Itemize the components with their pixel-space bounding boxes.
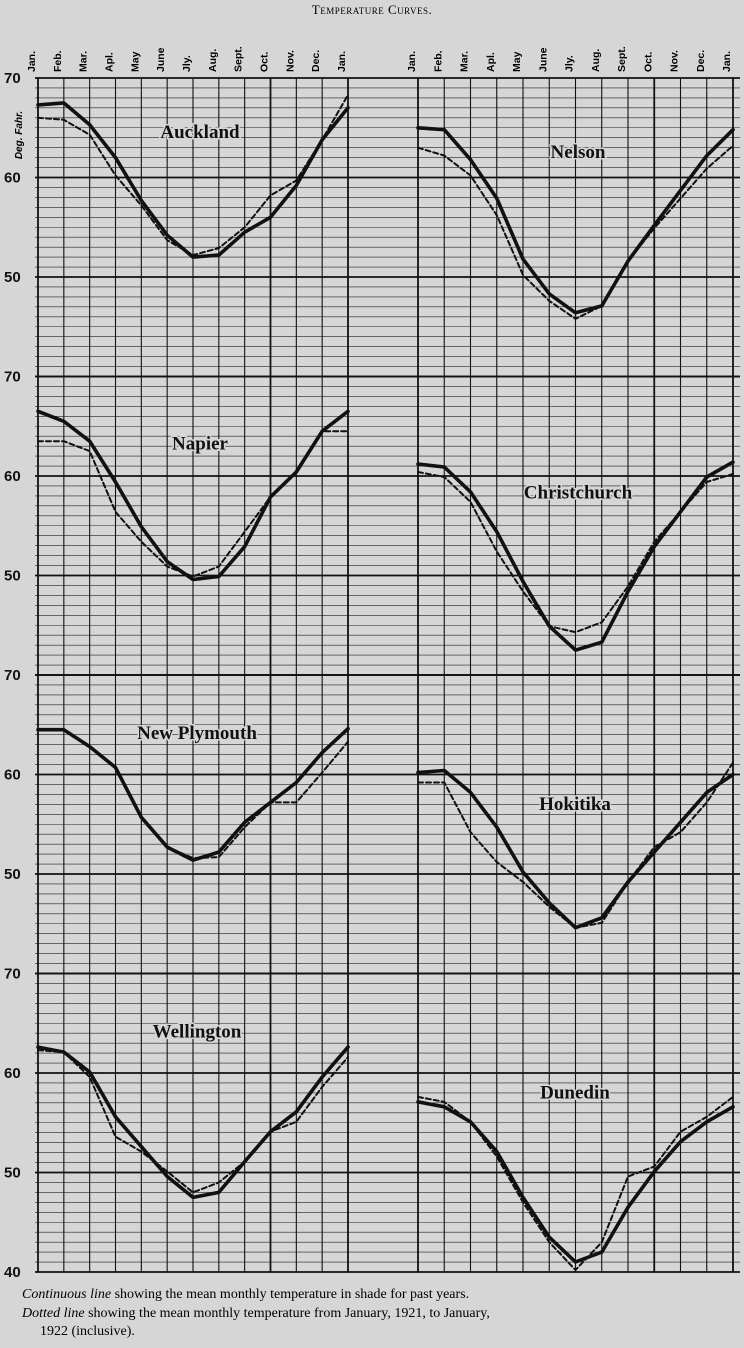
x-tick-label: Feb. (52, 50, 64, 72)
x-tick-label: Jan. (26, 51, 38, 72)
legend-description: showing the mean monthly temperature fro… (88, 1306, 490, 1321)
x-tick-label: Mar. (78, 51, 90, 72)
x-tick-label: Jly. (564, 55, 576, 72)
x-tick-label: Aug. (207, 49, 219, 72)
continuous-line (416, 126, 735, 315)
y-tick-label: 70 (4, 70, 21, 87)
legend-name: Continuous line (22, 1287, 111, 1302)
legend-name: Dotted line (21, 1306, 85, 1321)
panel-title: Wellington (153, 1022, 242, 1043)
dotted-line (37, 1049, 349, 1194)
y-tick-label: 70 (4, 369, 21, 386)
legend-entry: Dotted line showing the mean monthly tem… (21, 1306, 490, 1321)
x-tick-label: June (537, 47, 549, 72)
dotted-line (417, 144, 734, 320)
y-tick-label: 60 (4, 1065, 21, 1082)
x-tick-label: May (129, 51, 141, 72)
dotted-line (37, 93, 349, 257)
x-tick-label: Oct. (642, 51, 654, 72)
y-tick-label: 60 (4, 767, 21, 784)
y-tick-label: 50 (4, 269, 21, 286)
legend-description: 1922 (inclusive). (40, 1324, 135, 1339)
y-tick-label: 50 (4, 866, 21, 883)
chart-title: Temperature Curves. (312, 2, 432, 17)
x-tick-label: Nov. (284, 50, 296, 72)
y-tick-label: 40 (4, 1264, 21, 1281)
x-tick-label: Jan. (406, 51, 418, 72)
panel-title: Christchurch (524, 483, 633, 504)
dotted-line (37, 430, 349, 578)
y-tick-label: 60 (4, 468, 21, 485)
y-tick-label: 70 (4, 966, 21, 983)
y-tick-label: 70 (4, 667, 21, 684)
x-tick-label: Sept. (616, 46, 628, 72)
x-tick-label: Sept. (233, 46, 245, 72)
dotted-line (417, 1095, 734, 1271)
continuous-line (36, 1045, 350, 1200)
x-tick-label: Aug. (590, 49, 602, 72)
panel-title: Napier (172, 434, 229, 455)
dotted-line (417, 761, 734, 929)
x-tick-label: Jan. (336, 51, 348, 72)
x-tick-label: Feb. (432, 50, 444, 72)
y-tick-label: 50 (4, 568, 21, 585)
legend-description: showing the mean monthly temperature in … (115, 1287, 470, 1302)
caption: Continuous line showing the mean monthly… (21, 1287, 490, 1339)
x-tick-label: Apl. (104, 52, 116, 72)
x-tick-label: Nov. (669, 50, 681, 72)
panel-title: Nelson (551, 142, 606, 163)
x-tick-label: Dec. (695, 50, 707, 72)
x-tick-label: May (511, 51, 523, 72)
dotted-line (417, 471, 734, 634)
panel-title: Dunedin (540, 1083, 610, 1104)
continuous-line (36, 101, 350, 259)
x-tick-label: Mar. (459, 51, 471, 72)
y-axis-label: Deg. Fahr. (14, 111, 25, 159)
panel-title: Auckland (160, 122, 240, 143)
x-tick-label: Jly. (181, 55, 193, 72)
legend-entry: Continuous line showing the mean monthly… (22, 1287, 469, 1302)
x-tick-label: Dec. (310, 50, 322, 72)
panel-title: New Plymouth (137, 723, 257, 744)
x-tick-label: Apl. (485, 52, 497, 72)
y-tick-label: 50 (4, 1165, 21, 1182)
panel-title: Hokitika (539, 794, 611, 815)
x-tick-label: Oct. (259, 51, 271, 72)
dotted-line (37, 728, 349, 860)
x-tick-label: June (155, 47, 167, 72)
y-tick-label: 60 (4, 170, 21, 187)
x-tick-label: Jan. (721, 51, 733, 72)
